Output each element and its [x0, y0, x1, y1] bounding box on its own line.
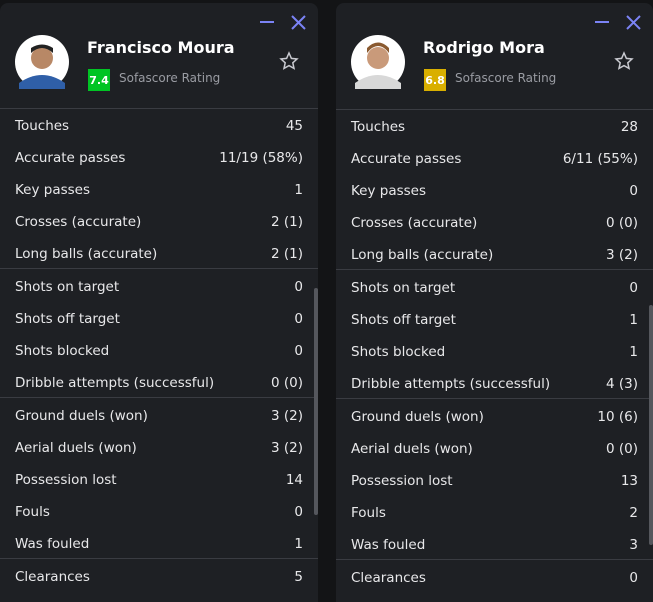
stat-value: 1 — [629, 312, 638, 328]
stat-label: Dribble attempts (successful) — [15, 375, 215, 391]
stat-value: 1 — [294, 536, 303, 552]
header-icons — [351, 15, 641, 89]
player-name: Rodrigo Mora — [423, 38, 545, 57]
stat-value: 0 — [294, 343, 303, 359]
stat-value: 0 — [629, 183, 638, 199]
stat-value: 0 — [629, 280, 638, 296]
avatar-hair — [31, 44, 53, 53]
avatar-shirt — [19, 75, 65, 89]
stat-label: Accurate passes — [15, 150, 126, 166]
group-divider — [336, 559, 653, 560]
favorite-star[interactable] — [279, 51, 299, 70]
player-panel: Rodrigo Mora 6.8 Sofascore Rating Touches 28… — [336, 3, 653, 602]
close-button[interactable] — [291, 15, 306, 30]
stat-value: 14 — [285, 472, 303, 488]
stat-label: Shots off target — [351, 312, 456, 328]
stat-value: 0 (0) — [605, 215, 638, 231]
stat-label: Clearances — [15, 569, 90, 585]
stat-label: Shots blocked — [351, 344, 446, 360]
stat-value: 0 — [629, 570, 638, 586]
stat-label: Ground duels (won) — [15, 408, 148, 424]
stat-label: Crosses (accurate) — [351, 215, 478, 231]
close-button[interactable] — [626, 15, 641, 30]
stat-value: 11/19 (58%) — [219, 150, 303, 166]
stat-label: Long balls (accurate) — [15, 246, 158, 262]
scrollbar[interactable] — [314, 288, 318, 515]
stat-value: 3 (2) — [270, 408, 303, 424]
header-divider — [336, 109, 653, 110]
rating-badge: 6.8 — [424, 69, 446, 91]
group-divider — [0, 397, 318, 398]
stat-value: 2 (1) — [270, 214, 303, 230]
rating-label: Sofascore Rating — [455, 71, 557, 85]
avatar-shirt — [355, 75, 401, 89]
stat-label: Shots off target — [15, 311, 120, 327]
stat-value: 45 — [285, 118, 303, 134]
stat-value: 1 — [294, 182, 303, 198]
stat-value: 2 — [629, 505, 638, 521]
group-divider — [336, 398, 653, 399]
stat-label: Dribble attempts (successful) — [351, 376, 551, 392]
stat-value: 4 (3) — [605, 376, 638, 392]
stat-label: Fouls — [15, 504, 50, 520]
stat-value: 6/11 (55%) — [562, 151, 638, 167]
stat-label: Key passes — [15, 182, 91, 198]
header-icons — [15, 15, 306, 89]
stat-label: Crosses (accurate) — [15, 214, 142, 230]
stat-label: Clearances — [351, 570, 426, 586]
stat-label: Shots blocked — [15, 343, 110, 359]
player-panel: Francisco Moura 7.4 Sofascore Rating Touche… — [0, 3, 318, 602]
scrollbar[interactable] — [649, 305, 653, 545]
rating-badge: 7.4 — [88, 69, 110, 91]
stat-label: Fouls — [351, 505, 386, 521]
stat-label: Aerial duels (won) — [351, 441, 473, 457]
player-name: Francisco Moura — [87, 38, 235, 57]
stat-label: Ground duels (won) — [351, 409, 484, 425]
stat-label: Was fouled — [15, 536, 90, 552]
group-divider — [336, 269, 653, 270]
stat-value: 13 — [620, 473, 638, 489]
stat-value: 1 — [629, 344, 638, 360]
stat-value: 0 — [294, 311, 303, 327]
stat-value: 0 (0) — [605, 441, 638, 457]
avatar-face — [367, 47, 389, 69]
stat-value: 2 (1) — [270, 246, 303, 262]
header-divider — [0, 108, 318, 109]
stat-value: 5 — [294, 569, 303, 585]
stat-label: Accurate passes — [351, 151, 462, 167]
stat-label: Key passes — [351, 183, 427, 199]
stat-value: 10 (6) — [597, 409, 638, 425]
stat-label: Possession lost — [351, 473, 453, 489]
stat-label: Touches — [15, 118, 70, 134]
stat-value: 3 (2) — [605, 247, 638, 263]
favorite-star[interactable] — [614, 51, 634, 70]
stat-value: 3 (2) — [270, 440, 303, 456]
group-divider — [0, 268, 318, 269]
stat-label: Touches — [351, 119, 406, 135]
avatar-hair — [367, 42, 389, 53]
stat-value: 0 — [294, 279, 303, 295]
group-divider — [0, 558, 318, 559]
stat-value: 0 — [294, 504, 303, 520]
rating-label: Sofascore Rating — [119, 71, 221, 85]
stat-label: Was fouled — [351, 537, 426, 553]
stat-value: 0 (0) — [270, 375, 303, 391]
stat-label: Aerial duels (won) — [15, 440, 137, 456]
avatar-face — [31, 47, 53, 69]
stat-label: Shots on target — [15, 279, 120, 295]
stat-value: 3 — [629, 537, 638, 553]
stat-value: 28 — [620, 119, 638, 135]
stat-label: Shots on target — [351, 280, 456, 296]
stat-label: Long balls (accurate) — [351, 247, 494, 263]
stat-label: Possession lost — [15, 472, 117, 488]
